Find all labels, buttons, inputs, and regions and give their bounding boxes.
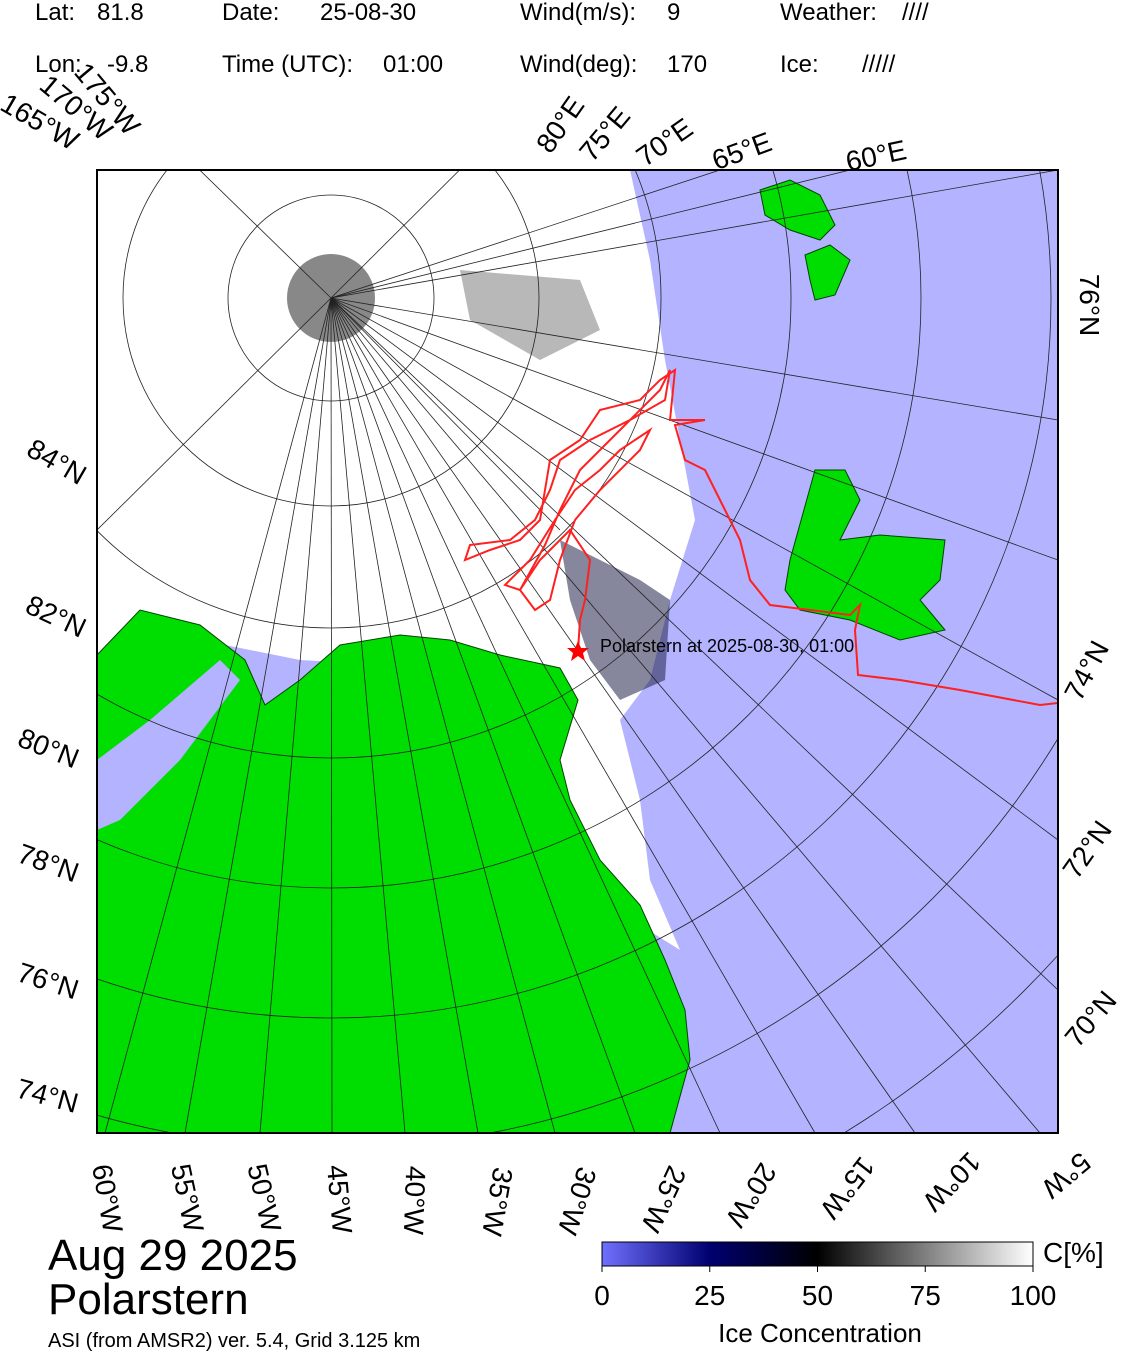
colorbar-tick-label: 50 [802,1280,833,1311]
ship-track [463,367,1058,707]
sea-water [97,660,240,830]
island [804,244,851,301]
sea-ice [97,170,695,950]
lon-label-bottom: 25°W [635,1161,692,1237]
lat-label-left: 74°N [13,1073,81,1119]
lat-label-left: 78°N [14,838,83,889]
lon-value: -9.8 [107,51,148,78]
lon-label-bottom: 5°W [1035,1146,1096,1204]
island [784,469,946,641]
header: Lat: 81.8 Date: 25-08-30 Wind(m/s): 9 We… [35,0,929,78]
lon-label-bottom: 35°W [476,1165,519,1239]
footer-ship: Polarstern [48,1275,249,1324]
time-label: Time (UTC): [222,51,353,78]
lon-label-bottom: 15°W [814,1151,881,1225]
weather-label: Weather: [780,0,877,26]
map: Polarstern at 2025-08-30, 01:00 [97,170,1058,1133]
lon-label-bottom: 20°W [719,1158,782,1233]
footer-source: ASI (from AMSR2) ver. 5.4, Grid 3.125 km [48,1330,420,1352]
graticule [97,170,1058,1133]
ice-label: Ice: [780,51,819,78]
lon-label-bottom: 50°W [241,1161,287,1236]
lat-label-left: 80°N [14,722,84,774]
lon-label: Lon: [35,51,82,78]
lon-label-top: 65°E [708,126,776,176]
map-frame [96,169,1059,1134]
wind-dir-value: 170 [667,51,707,78]
lon-label-bottom: 30°W [551,1163,602,1239]
lat-value: 81.8 [97,0,144,26]
lat-label: Lat: [35,0,75,26]
colorbar: C[%] Ice Concentration 0 25 50 75 100 [594,1237,1103,1348]
ship-annotation: Polarstern at 2025-08-30, 01:00 [600,636,854,656]
wind-dir-label: Wind(deg): [520,51,637,78]
colorbar-tick-label: 25 [694,1280,725,1311]
colorbar-unit: C[%] [1043,1237,1104,1268]
lat-label-right: 72°N [1057,815,1118,884]
ice-value: ///// [862,51,896,78]
lon-label-top: 70°E [631,112,699,172]
lon-label-bottom: 55°W [165,1161,210,1235]
island [759,179,836,241]
lat-label-right: 70°N [1059,985,1123,1053]
date-value: 25-08-30 [320,0,416,26]
colorbar-tick-label: 100 [1010,1280,1057,1311]
colorbar-tick-label: 0 [594,1280,610,1311]
lon-label-bottom: 40°W [398,1165,431,1235]
colorbar-label: Ice Concentration [718,1318,922,1348]
lat-label-left: 76°N [13,957,82,1006]
lat-label-left: 82°N [21,589,91,644]
wind-speed-label: Wind(m/s): [520,0,636,26]
lat-label-right: 74°N [1058,636,1115,706]
lat-label-left: 84°N [22,433,92,491]
footer-date: Aug 29 2025 [48,1231,298,1280]
ship-position [567,641,589,661]
weather-value: //// [902,0,929,26]
lon-label-bottom: 45°W [321,1164,358,1236]
wind-speed-value: 9 [667,0,680,26]
greenland [97,609,691,1133]
colorbar-ramp [601,1241,1034,1267]
time-value: 01:00 [383,51,443,78]
date-label: Date: [222,0,279,26]
lon-label-bottom: 10°W [916,1146,986,1217]
colorbar-tick-label: 75 [910,1280,941,1311]
lon-label-bottom: 60°W [86,1162,129,1236]
lat-label-right: 76°N [1074,274,1105,337]
